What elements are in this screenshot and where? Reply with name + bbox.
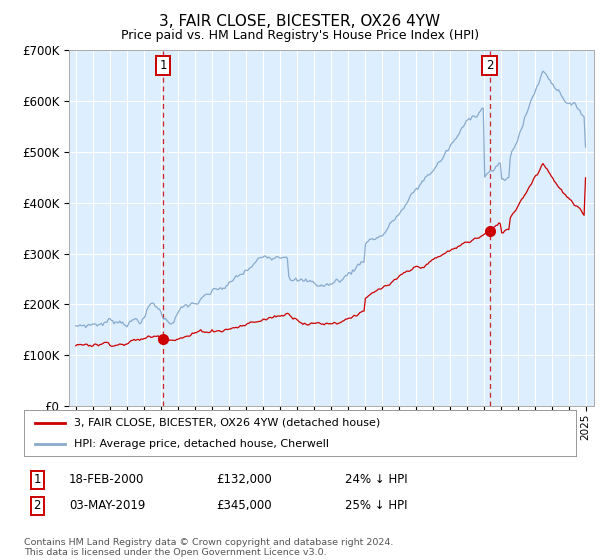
Text: 25% ↓ HPI: 25% ↓ HPI — [345, 499, 407, 512]
Text: 3, FAIR CLOSE, BICESTER, OX26 4YW (detached house): 3, FAIR CLOSE, BICESTER, OX26 4YW (detac… — [74, 418, 380, 428]
Text: 1: 1 — [159, 59, 167, 72]
Text: 18-FEB-2000: 18-FEB-2000 — [69, 473, 145, 487]
Text: 3, FAIR CLOSE, BICESTER, OX26 4YW: 3, FAIR CLOSE, BICESTER, OX26 4YW — [160, 14, 440, 29]
Text: Contains HM Land Registry data © Crown copyright and database right 2024.
This d: Contains HM Land Registry data © Crown c… — [24, 538, 394, 557]
Text: 1: 1 — [34, 473, 41, 487]
Text: 24% ↓ HPI: 24% ↓ HPI — [345, 473, 407, 487]
Text: 03-MAY-2019: 03-MAY-2019 — [69, 499, 145, 512]
Text: £132,000: £132,000 — [216, 473, 272, 487]
Text: HPI: Average price, detached house, Cherwell: HPI: Average price, detached house, Cher… — [74, 439, 329, 449]
Text: £345,000: £345,000 — [216, 499, 272, 512]
Text: 2: 2 — [486, 59, 493, 72]
Text: Price paid vs. HM Land Registry's House Price Index (HPI): Price paid vs. HM Land Registry's House … — [121, 29, 479, 42]
Text: 2: 2 — [34, 499, 41, 512]
